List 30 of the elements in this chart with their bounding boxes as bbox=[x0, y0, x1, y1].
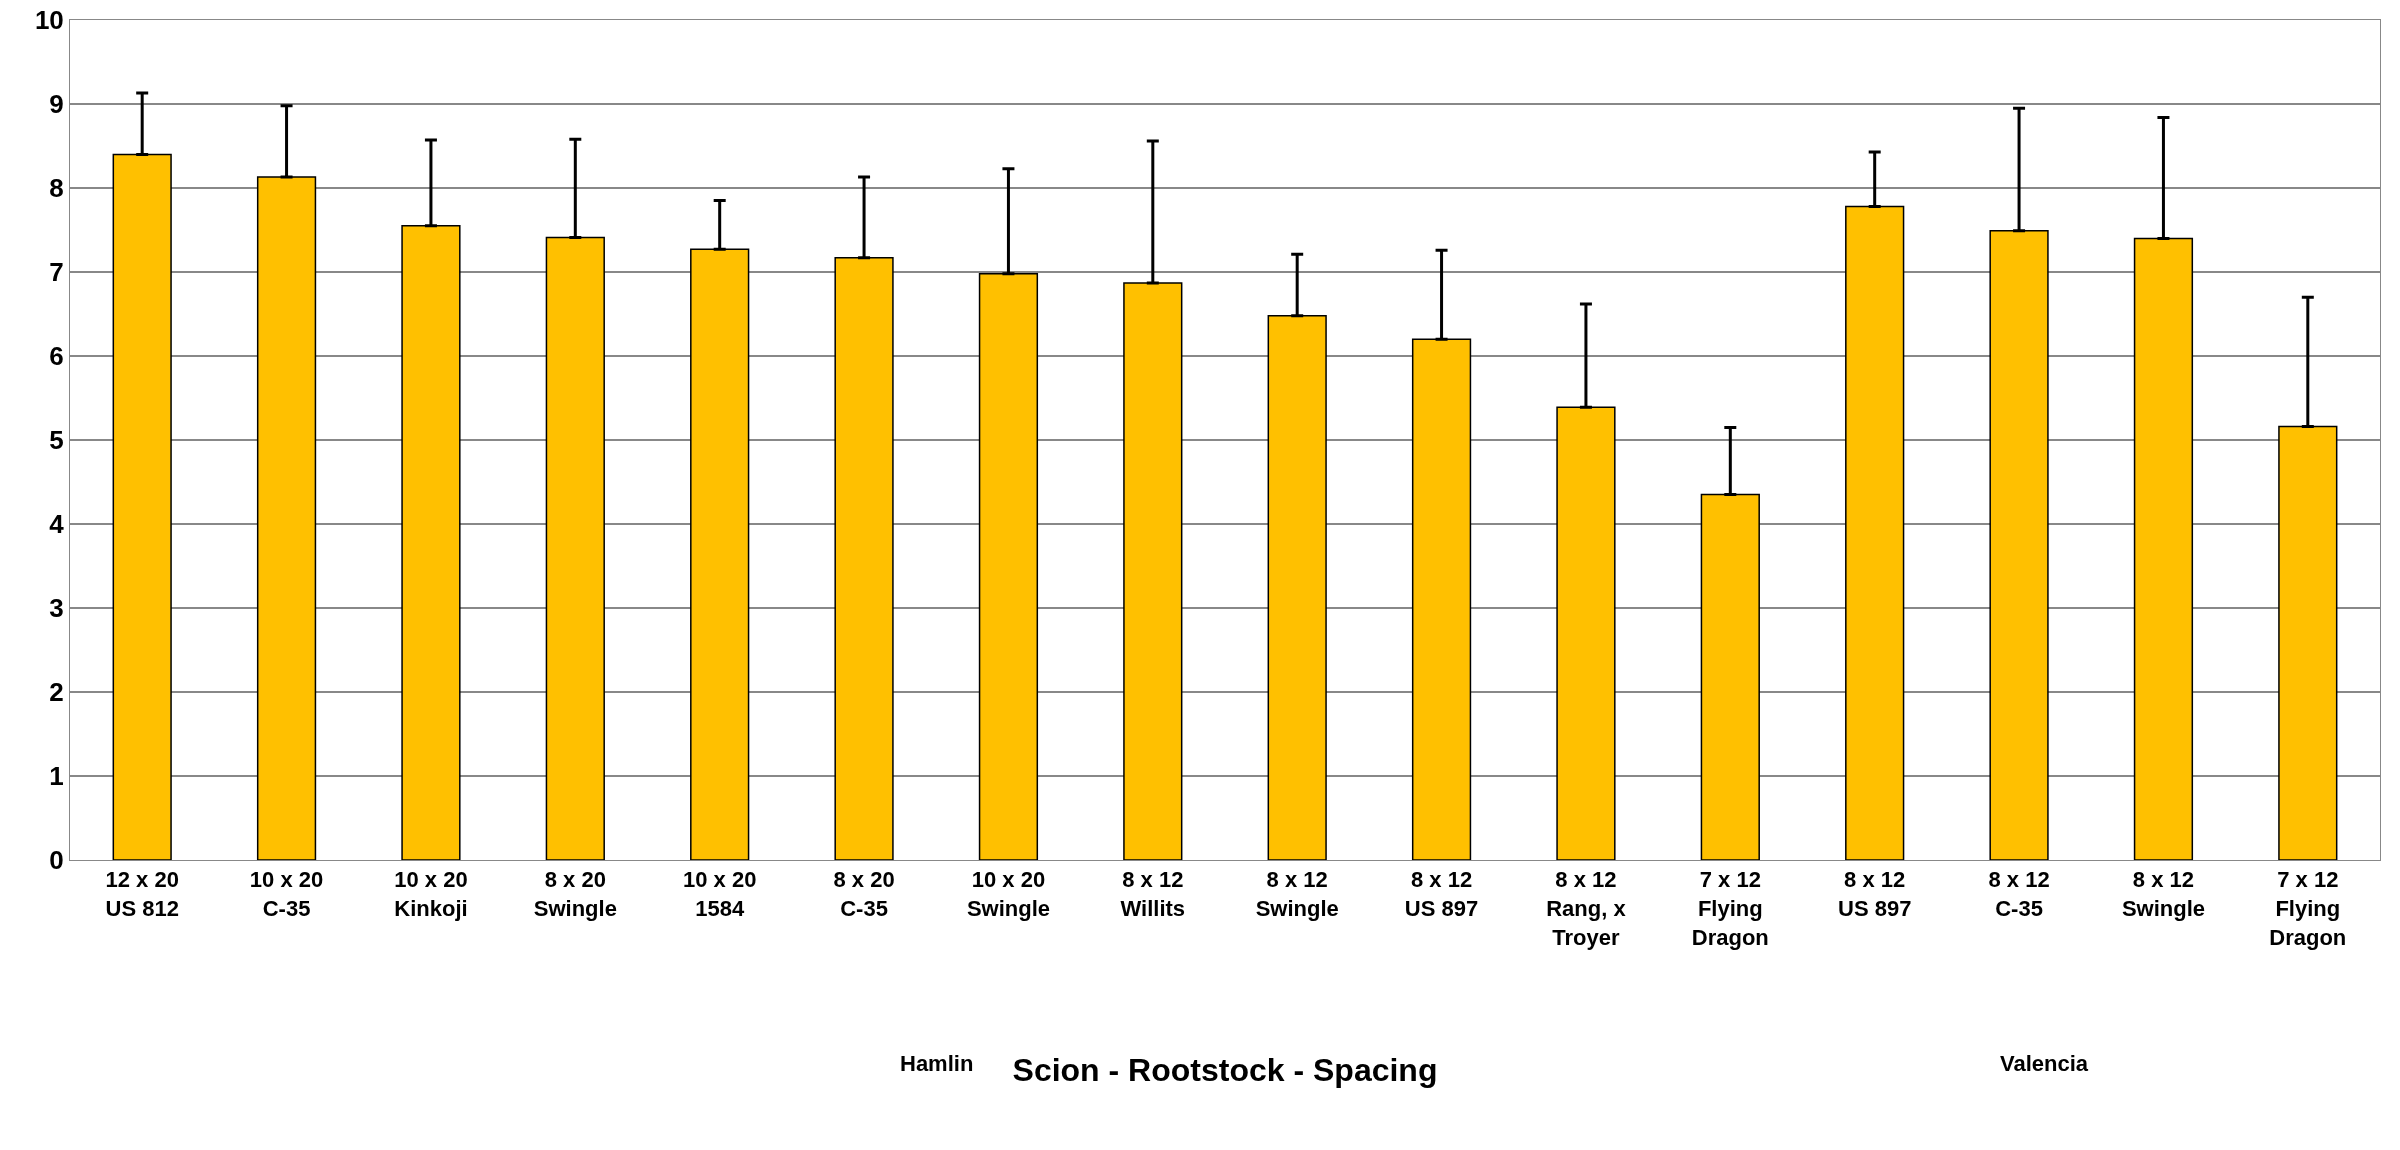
x-tick-label: 8 x 12 Swingle bbox=[1255, 867, 1339, 921]
y-tick-label: 2 bbox=[49, 677, 64, 708]
x-tick-label: 8 x 12 US 897 bbox=[1404, 867, 1479, 921]
y-tick-label: 1 bbox=[49, 761, 64, 792]
y-tick-label: 8 bbox=[49, 173, 64, 204]
text: Valencia bbox=[2000, 1051, 2089, 1076]
y-tick-label: 9 bbox=[49, 89, 64, 120]
x-tick-label: 10 x 20 C-35 bbox=[249, 867, 324, 921]
x-tick-label: 7 x 12 Flying Dragon bbox=[1691, 867, 1769, 950]
x-tick-label: 12 x 20 US 812 bbox=[105, 867, 179, 921]
text: Hamlin bbox=[900, 1051, 974, 1076]
x-tick-label: 8 x 12 Willits bbox=[1120, 867, 1186, 921]
y-tick-label: 7 bbox=[49, 257, 64, 288]
x-tick-label: 7 x 12 Flying Dragon bbox=[2269, 867, 2347, 950]
y-tick-label: 5 bbox=[49, 425, 64, 456]
x-tick-label: 10 x 20 Kinkoji bbox=[394, 867, 468, 921]
x-tick-label: 8 x 20 C-35 bbox=[833, 867, 895, 921]
y-tick-label: 10 bbox=[34, 5, 64, 36]
x-tick-label: 8 x 12 US 897 bbox=[1837, 867, 1912, 921]
y-tick-label: 4 bbox=[49, 509, 65, 540]
y-tick-label: 3 bbox=[49, 593, 64, 624]
x-tick-label: 8 x 12 Rang, x Troyer bbox=[1546, 867, 1627, 950]
x-tick-label: 8 x 12 C-35 bbox=[1988, 867, 2050, 921]
x-axis-title: Scion - Rootstock - Spacing bbox=[1012, 1052, 1438, 1089]
y-tick-label: 0 bbox=[49, 845, 64, 876]
x-tick-label: 10 x 20 Swingle bbox=[966, 867, 1050, 921]
x-tick-label: 8 x 20 Swingle bbox=[533, 867, 617, 921]
x-tick-label: 10 x 20 1584 bbox=[682, 867, 757, 921]
x-tick-label: 8 x 12 Swingle bbox=[2121, 867, 2205, 921]
y-tick-label: 6 bbox=[49, 341, 64, 372]
